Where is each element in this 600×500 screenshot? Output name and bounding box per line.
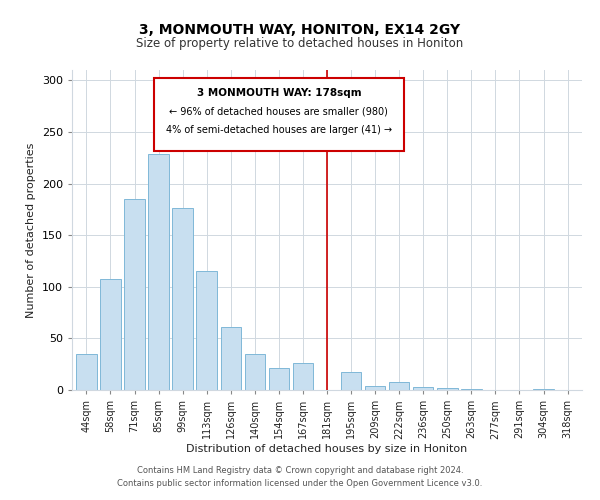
Bar [100, 278, 121, 390]
Bar [76, 354, 97, 390]
Bar [437, 388, 458, 390]
Bar [148, 154, 169, 390]
Text: Contains HM Land Registry data © Crown copyright and database right 2024.
Contai: Contains HM Land Registry data © Crown c… [118, 466, 482, 487]
Bar [341, 372, 361, 390]
X-axis label: Distribution of detached houses by size in Honiton: Distribution of detached houses by size … [187, 444, 467, 454]
Bar [389, 382, 409, 390]
Text: Size of property relative to detached houses in Honiton: Size of property relative to detached ho… [136, 38, 464, 51]
Text: 3, MONMOUTH WAY, HONITON, EX14 2GY: 3, MONMOUTH WAY, HONITON, EX14 2GY [139, 22, 461, 36]
Bar [533, 389, 554, 390]
FancyBboxPatch shape [154, 78, 404, 150]
Text: 3 MONMOUTH WAY: 178sqm: 3 MONMOUTH WAY: 178sqm [197, 88, 361, 98]
Text: 4% of semi-detached houses are larger (41) →: 4% of semi-detached houses are larger (4… [166, 125, 392, 135]
Bar [365, 386, 385, 390]
Bar [413, 387, 433, 390]
Bar [221, 327, 241, 390]
Bar [124, 199, 145, 390]
Bar [172, 208, 193, 390]
Bar [461, 389, 482, 390]
Bar [245, 354, 265, 390]
Text: ← 96% of detached houses are smaller (980): ← 96% of detached houses are smaller (98… [169, 106, 388, 117]
Bar [293, 363, 313, 390]
Y-axis label: Number of detached properties: Number of detached properties [26, 142, 36, 318]
Bar [269, 368, 289, 390]
Bar [196, 272, 217, 390]
